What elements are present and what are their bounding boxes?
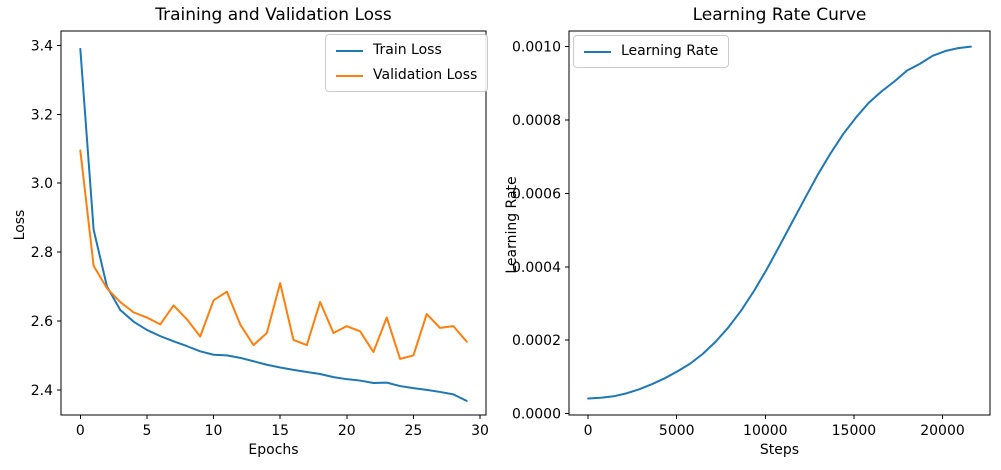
left-chart-ylabel: Loss [12, 209, 28, 241]
legend-line-swatch [336, 49, 363, 52]
legend-line-swatch [584, 50, 611, 53]
y-tick-label: 3.0 [31, 176, 53, 192]
x-tick-label: 15 [271, 423, 289, 439]
x-tick-label: 0 [76, 423, 85, 439]
legend-item: Validation Loss [336, 67, 477, 84]
x-tick-label: 0 [584, 423, 593, 439]
y-tick-label: 0.0002 [512, 333, 561, 349]
series-line-train-loss [79, 47, 468, 402]
legend-item: Train Loss [336, 42, 477, 59]
x-tick-label: 25 [404, 423, 422, 439]
x-tick-label: 15000 [832, 423, 877, 439]
right-chart-legend: Learning Rate [573, 35, 730, 68]
x-tick-label: 5000 [659, 423, 695, 439]
legend-label: Train Loss [373, 42, 442, 58]
x-tick-label: 10000 [743, 423, 788, 439]
right-chart-title: Learning Rate Curve [692, 5, 867, 25]
y-tick-label: 0.0008 [512, 113, 561, 129]
legend-label: Validation Loss [373, 67, 478, 83]
x-tick-label: 20 [338, 423, 356, 439]
x-tick-label: 5 [142, 423, 151, 439]
y-tick-label: 3.4 [31, 38, 53, 54]
series-line-learning-rate [587, 45, 972, 400]
legend-item: Learning Rate [584, 43, 718, 60]
series-line-validation-loss [79, 149, 468, 360]
y-tick-label: 0.0004 [512, 260, 561, 276]
y-tick-label: 2.6 [31, 314, 53, 330]
left-chart-legend: Train Loss Validation Loss [325, 34, 489, 92]
x-tick-label: 20000 [920, 423, 965, 439]
y-tick-label: 0.0006 [512, 186, 561, 202]
y-tick-label: 2.4 [31, 383, 53, 399]
y-tick-label: 2.8 [31, 245, 53, 261]
right-chart-ylabel: Learning Rate [504, 176, 520, 274]
y-tick-label: 0.0000 [512, 407, 561, 423]
y-tick-label: 3.2 [31, 107, 53, 123]
axes-spines [568, 30, 991, 416]
x-tick-label: 10 [205, 423, 223, 439]
left-chart-xlabel: Epochs [248, 442, 299, 458]
axes-spines [60, 30, 487, 416]
left-chart-title: Training and Validation Loss [155, 5, 392, 25]
x-tick-label: 30 [471, 423, 489, 439]
legend-label: Learning Rate [621, 43, 719, 59]
legend-line-swatch [336, 74, 363, 77]
right-chart-xlabel: Steps [759, 442, 800, 458]
y-tick-label: 0.0010 [512, 40, 561, 56]
